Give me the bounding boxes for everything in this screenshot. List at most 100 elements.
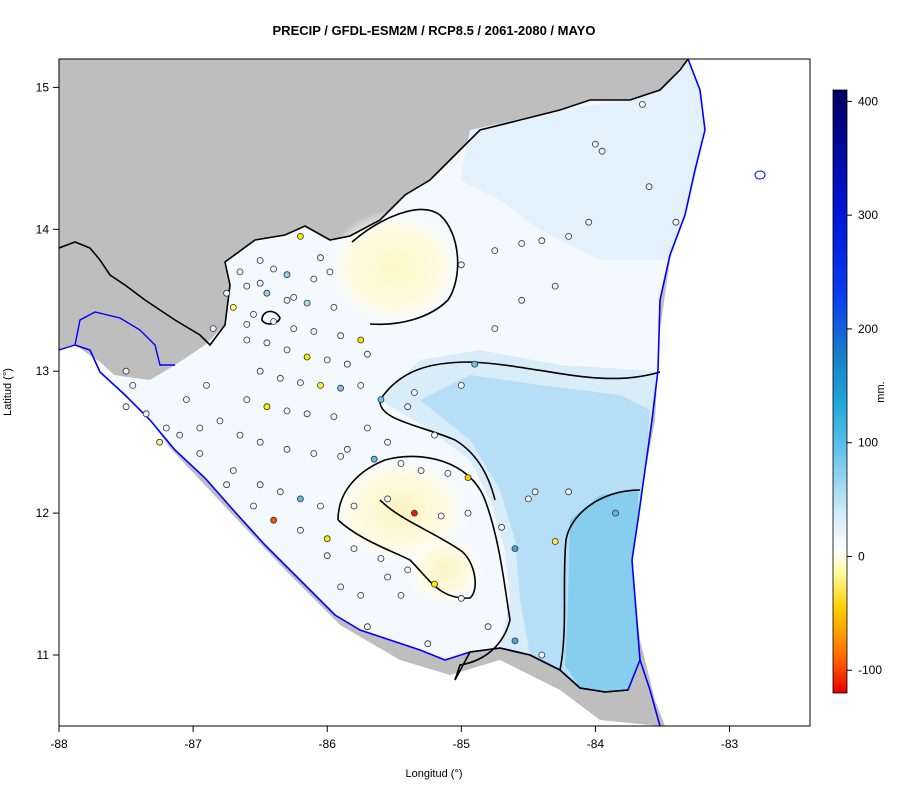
station-marker — [551, 538, 559, 545]
station-marker — [276, 374, 284, 382]
station-marker — [243, 336, 251, 344]
chart-title: PRECIP / GFDL-ESM2M / RCP8.5 / 2061-2080… — [273, 23, 596, 38]
station-marker — [457, 381, 465, 389]
x-tick-label: -83 — [721, 737, 739, 751]
station-marker — [303, 299, 311, 307]
station-marker — [223, 481, 231, 489]
station-marker — [317, 254, 324, 262]
x-tick-label: -88 — [50, 737, 68, 751]
station-marker — [229, 303, 237, 311]
y-axis-title: Latitud (°) — [2, 368, 14, 416]
station-marker — [243, 282, 251, 290]
station-marker — [645, 183, 653, 191]
station-marker — [162, 424, 170, 432]
station-marker — [511, 637, 519, 645]
station-marker — [263, 403, 271, 411]
station-marker — [283, 296, 291, 304]
station-marker — [337, 384, 345, 392]
contour-west-bulge — [379, 399, 496, 501]
station-marker — [236, 268, 244, 276]
station-marker — [525, 495, 532, 503]
x-tick-label: -84 — [587, 737, 605, 751]
y-tick-label: 14 — [36, 222, 50, 236]
station-marker — [538, 237, 546, 245]
station-marker — [203, 381, 210, 389]
station-marker — [518, 296, 526, 304]
x-tick-label: -86 — [319, 737, 337, 751]
stations-layer — [122, 101, 680, 659]
station-marker — [326, 268, 334, 276]
station-marker — [444, 469, 452, 477]
caribbean-sea — [630, 59, 810, 726]
station-marker — [639, 101, 646, 108]
x-tick-label: -85 — [453, 737, 471, 751]
station-marker — [256, 438, 264, 446]
y-tick-label: 12 — [36, 506, 50, 520]
station-marker — [491, 325, 499, 333]
station-marker — [270, 265, 278, 273]
station-marker — [384, 573, 392, 581]
station-marker — [270, 318, 278, 325]
station-marker — [196, 450, 204, 457]
station-marker — [250, 502, 257, 510]
station-marker — [484, 623, 492, 631]
station-marker — [283, 445, 291, 453]
station-marker — [303, 353, 311, 361]
map-panel — [59, 59, 810, 726]
station-marker — [310, 328, 318, 335]
station-marker — [357, 336, 365, 344]
station-marker — [343, 445, 351, 453]
station-marker — [363, 623, 371, 631]
station-marker — [531, 488, 539, 496]
station-marker — [437, 512, 445, 520]
station-marker — [585, 218, 593, 226]
colorbar-tick-label: 200 — [858, 322, 878, 336]
colorbar-tick-label: 300 — [858, 208, 878, 222]
station-marker — [243, 320, 251, 328]
plot-frame — [58, 58, 811, 727]
station-marker — [122, 367, 130, 375]
station-marker — [256, 481, 264, 489]
x-tick-label: -87 — [184, 737, 202, 751]
station-marker — [404, 403, 412, 411]
contours — [261, 208, 661, 681]
station-marker — [457, 261, 465, 269]
x-axis-title: Longitud (°) — [406, 768, 463, 780]
station-marker — [431, 580, 438, 588]
station-marker — [417, 467, 425, 475]
station-marker — [303, 410, 311, 418]
station-marker — [363, 350, 371, 358]
station-marker — [296, 495, 304, 503]
station-marker — [323, 356, 331, 364]
station-marker — [229, 467, 237, 475]
station-marker — [431, 431, 438, 439]
station-marker — [310, 275, 318, 283]
station-marker — [592, 140, 599, 148]
station-marker — [350, 502, 358, 510]
station-marker — [337, 332, 345, 340]
station-marker — [263, 339, 271, 347]
station-marker — [598, 147, 606, 155]
blue-region-3 — [565, 490, 640, 692]
station-marker — [357, 592, 365, 599]
station-marker — [538, 651, 546, 659]
station-marker — [424, 640, 432, 648]
station-marker — [330, 303, 338, 311]
station-marker — [565, 488, 572, 496]
station-marker — [370, 455, 378, 463]
station-marker — [276, 488, 284, 496]
station-marker — [283, 407, 291, 415]
station-marker — [209, 325, 217, 333]
axes: -88 -87 -86 -85 -84 -83 11 12 13 14 15 — [36, 80, 739, 751]
blue-region-north — [460, 59, 705, 260]
station-marker — [464, 474, 472, 482]
colorbar-tick-label: 100 — [858, 436, 878, 450]
station-marker — [176, 431, 184, 439]
station-marker — [323, 552, 331, 560]
station-marker — [290, 293, 298, 301]
station-marker — [464, 509, 472, 517]
colorbar-tick-label: 400 — [858, 94, 878, 108]
station-marker — [491, 247, 499, 255]
colorbar-ramp — [832, 89, 848, 694]
contour-north — [351, 208, 459, 326]
